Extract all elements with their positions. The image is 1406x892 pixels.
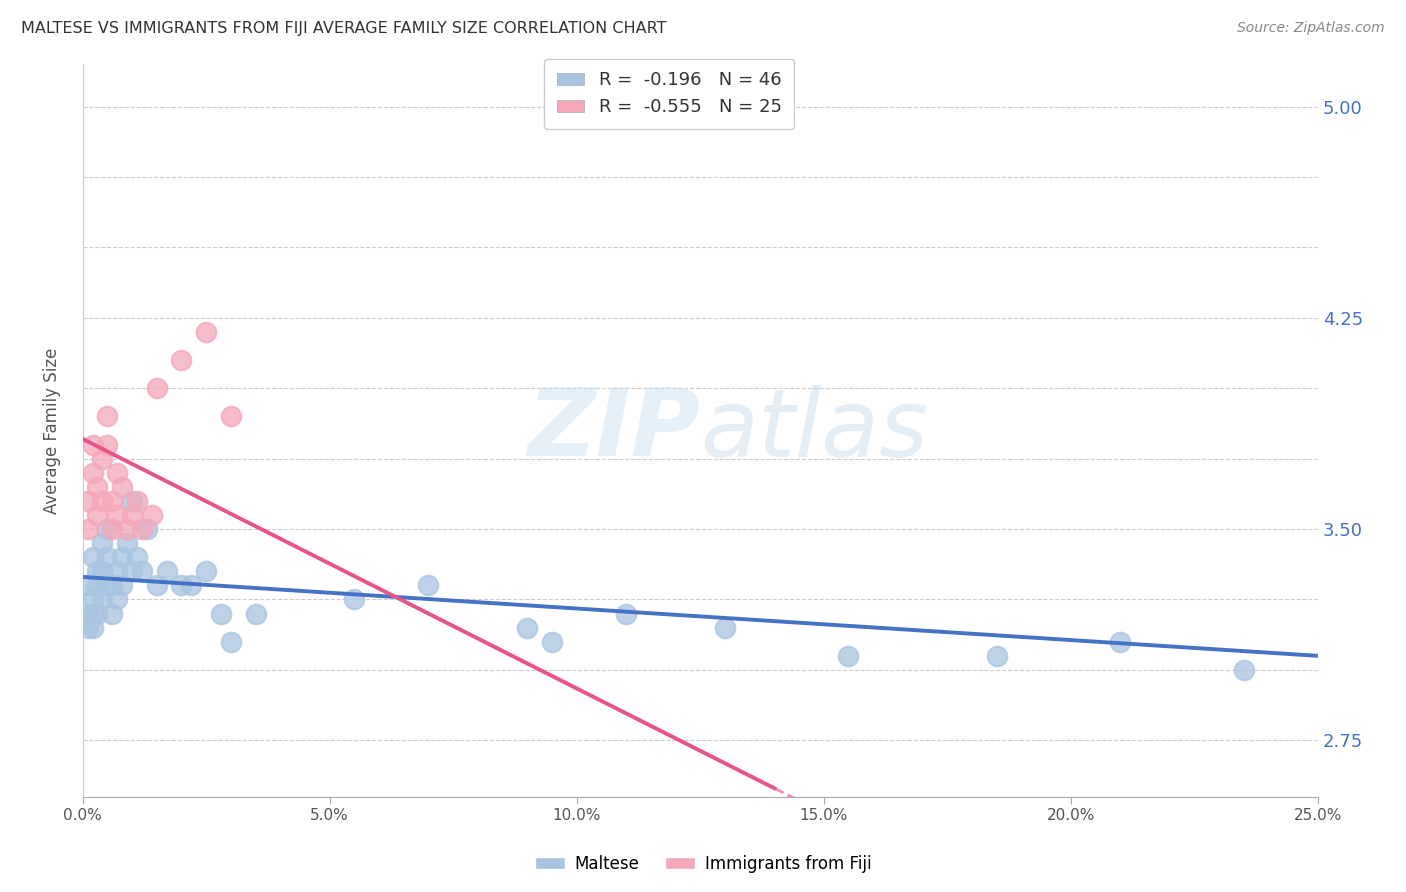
Point	[1233, 663, 1256, 677]
Point	[170, 578, 193, 592]
Point	[101, 578, 124, 592]
Legend: R =  -0.196   N = 46, R =  -0.555   N = 25: R = -0.196 N = 46, R = -0.555 N = 25	[544, 59, 794, 129]
Point	[82, 607, 104, 621]
Point	[131, 565, 153, 579]
Point	[91, 494, 114, 508]
Point	[245, 607, 267, 621]
Point	[541, 634, 564, 648]
Point	[125, 494, 148, 508]
Point	[121, 565, 143, 579]
Point	[96, 550, 118, 565]
Point	[111, 578, 134, 592]
Point	[91, 536, 114, 550]
Point	[96, 578, 118, 592]
Point	[714, 621, 737, 635]
Point	[101, 607, 124, 621]
Point	[86, 578, 108, 592]
Point	[614, 607, 637, 621]
Point	[170, 353, 193, 368]
Point	[135, 522, 157, 536]
Point	[105, 466, 128, 480]
Point	[96, 522, 118, 536]
Point	[418, 578, 440, 592]
Point	[82, 621, 104, 635]
Point	[101, 494, 124, 508]
Point	[82, 437, 104, 451]
Point	[76, 578, 98, 592]
Point	[96, 437, 118, 451]
Text: Source: ZipAtlas.com: Source: ZipAtlas.com	[1237, 21, 1385, 35]
Point	[141, 508, 163, 522]
Point	[156, 565, 179, 579]
Point	[115, 536, 138, 550]
Point	[145, 381, 167, 395]
Point	[125, 550, 148, 565]
Text: ZIP: ZIP	[527, 384, 700, 476]
Point	[121, 508, 143, 522]
Point	[86, 508, 108, 522]
Text: MALTESE VS IMMIGRANTS FROM FIJI AVERAGE FAMILY SIZE CORRELATION CHART: MALTESE VS IMMIGRANTS FROM FIJI AVERAGE …	[21, 21, 666, 36]
Point	[837, 648, 859, 663]
Point	[82, 592, 104, 607]
Point	[219, 409, 242, 424]
Point	[105, 565, 128, 579]
Point	[1109, 634, 1132, 648]
Point	[111, 550, 134, 565]
Point	[911, 888, 934, 892]
Point	[195, 325, 218, 339]
Point	[76, 522, 98, 536]
Y-axis label: Average Family Size: Average Family Size	[44, 347, 60, 514]
Point	[209, 607, 232, 621]
Point	[343, 592, 366, 607]
Point	[76, 607, 98, 621]
Point	[516, 621, 538, 635]
Point	[91, 565, 114, 579]
Legend: Maltese, Immigrants from Fiji: Maltese, Immigrants from Fiji	[529, 848, 877, 880]
Point	[115, 522, 138, 536]
Point	[91, 592, 114, 607]
Point	[82, 550, 104, 565]
Point	[91, 451, 114, 466]
Point	[82, 466, 104, 480]
Point	[131, 522, 153, 536]
Point	[121, 494, 143, 508]
Point	[986, 648, 1008, 663]
Point	[145, 578, 167, 592]
Point	[86, 565, 108, 579]
Point	[76, 494, 98, 508]
Point	[86, 607, 108, 621]
Point	[180, 578, 202, 592]
Point	[105, 592, 128, 607]
Point	[111, 480, 134, 494]
Text: atlas: atlas	[700, 385, 928, 476]
Point	[101, 522, 124, 536]
Point	[105, 508, 128, 522]
Point	[96, 409, 118, 424]
Point	[86, 480, 108, 494]
Point	[195, 565, 218, 579]
Point	[76, 621, 98, 635]
Point	[219, 634, 242, 648]
